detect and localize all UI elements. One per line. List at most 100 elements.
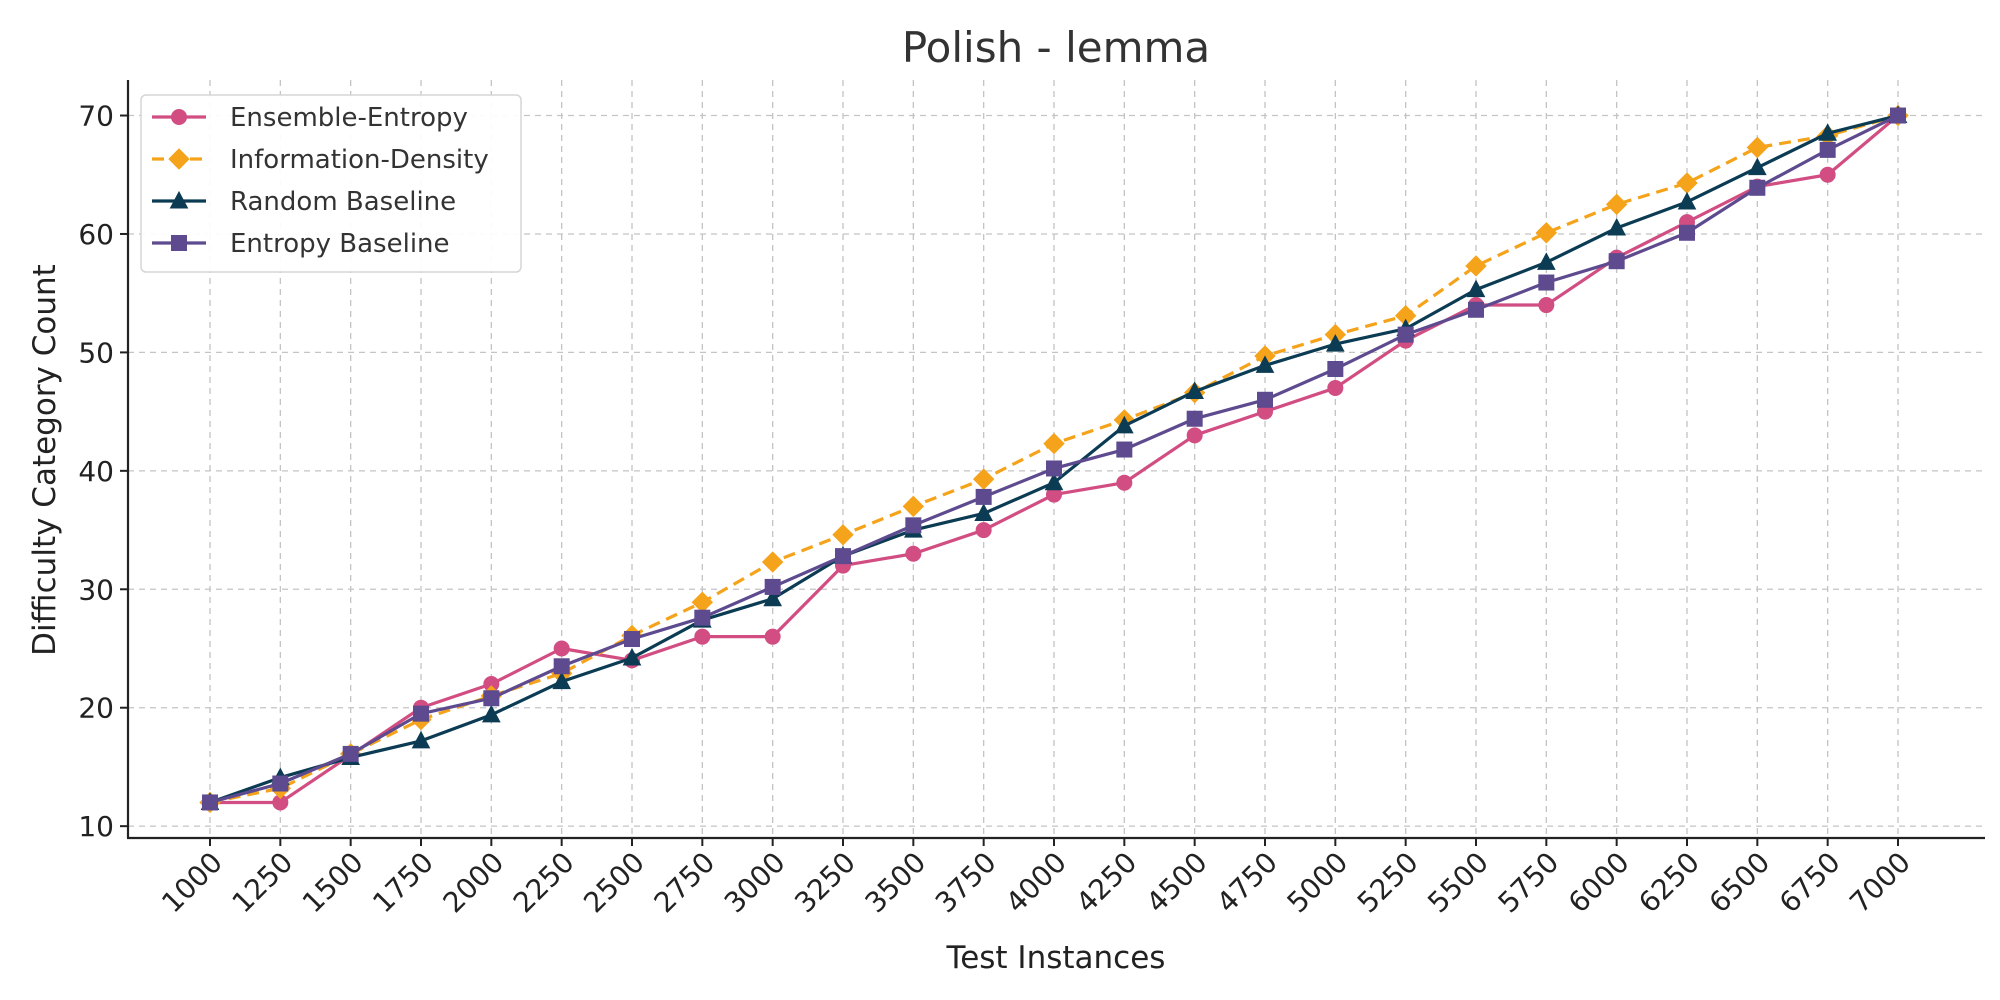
data-point	[694, 609, 711, 626]
y-tick-label: 60	[78, 218, 114, 251]
data-point	[624, 631, 640, 648]
legend-marker	[171, 235, 187, 251]
data-point	[413, 705, 429, 722]
y-tick-label: 70	[78, 100, 114, 133]
x-tick-label: 5000	[1281, 846, 1355, 920]
x-axis-label: Test Instances	[946, 940, 1166, 976]
x-tick-label: 3000	[718, 846, 792, 920]
data-point	[552, 671, 571, 690]
data-point	[1116, 474, 1133, 491]
data-point	[1116, 441, 1133, 458]
x-tick-label: 5500	[1421, 846, 1495, 920]
data-point	[1046, 460, 1062, 477]
legend-item: Information-Density	[152, 145, 489, 175]
data-point	[1327, 379, 1344, 396]
x-tick-label: 5250	[1351, 846, 1425, 920]
data-point	[1749, 179, 1766, 196]
legend-item: Random Baseline	[152, 187, 456, 217]
data-point	[482, 704, 501, 723]
x-tick-label: 4250	[1070, 846, 1144, 920]
x-tick-label: 4750	[1210, 846, 1284, 920]
data-point	[1818, 123, 1837, 141]
x-tick-label: 1250	[226, 846, 300, 920]
data-point	[1044, 472, 1064, 491]
x-tick-label: 4500	[1140, 846, 1214, 920]
x-tick-label: 5750	[1492, 846, 1566, 920]
data-point	[694, 628, 711, 645]
data-point	[1186, 427, 1203, 444]
y-tick-label: 20	[78, 692, 114, 725]
x-tick-label: 6500	[1703, 846, 1777, 920]
data-point	[1607, 217, 1626, 236]
legend-marker	[169, 190, 189, 209]
x-tick-label: 3500	[859, 846, 933, 920]
data-point	[832, 524, 854, 546]
data-point	[1185, 381, 1204, 399]
legend-marker	[168, 148, 190, 170]
data-point	[975, 488, 992, 505]
data-point	[1537, 252, 1556, 270]
x-tick-label: 1750	[366, 846, 440, 920]
data-point	[1043, 432, 1065, 455]
y-tick-label: 40	[78, 455, 114, 488]
data-point	[974, 503, 993, 521]
x-tick-label: 1500	[296, 846, 370, 920]
data-point	[691, 591, 714, 614]
data-point	[411, 730, 431, 749]
data-point	[1186, 410, 1203, 427]
x-tick-label: 2250	[507, 846, 581, 920]
data-point	[1676, 172, 1698, 194]
data-point	[975, 522, 992, 539]
legend-label: Information-Density	[230, 145, 489, 175]
data-point	[835, 548, 851, 565]
data-point	[1890, 107, 1906, 124]
data-point	[764, 578, 781, 595]
x-tick-label: 3250	[788, 846, 862, 920]
legend-label: Entropy Baseline	[230, 229, 450, 259]
data-point	[764, 628, 781, 645]
data-point	[1397, 326, 1414, 343]
data-point	[1115, 415, 1134, 434]
x-tick-label: 7000	[1843, 846, 1917, 920]
series-entropy-baseline	[202, 107, 1906, 811]
data-point	[342, 745, 359, 762]
x-tick-label: 4000	[999, 846, 1073, 920]
legend-label: Random Baseline	[230, 187, 456, 217]
x-tick-label: 2500	[577, 846, 651, 920]
data-point	[1677, 191, 1697, 210]
data-point	[202, 794, 218, 811]
data-point	[972, 468, 995, 490]
series	[199, 104, 1909, 814]
data-point	[1535, 222, 1558, 244]
data-point	[1326, 334, 1345, 352]
legend-box	[140, 94, 522, 273]
data-point	[553, 640, 570, 657]
data-point	[483, 690, 500, 707]
data-point	[905, 545, 922, 562]
data-point	[761, 551, 784, 573]
legend-item: Entropy Baseline	[152, 229, 450, 259]
data-point	[1746, 136, 1769, 159]
y-tick-label: 30	[78, 573, 114, 606]
data-point	[1466, 279, 1486, 298]
data-point	[1538, 297, 1555, 314]
x-tick-label: 1000	[155, 846, 229, 920]
x-tick-label: 6000	[1562, 846, 1636, 920]
data-point	[1465, 255, 1487, 277]
data-point	[272, 775, 289, 792]
x-tick-label: 6250	[1632, 846, 1706, 920]
x-tick-label: 3750	[929, 846, 1003, 920]
y-tick-label: 10	[78, 810, 114, 843]
data-point	[1679, 224, 1695, 241]
data-point	[1538, 274, 1555, 291]
chart-title: Polish - lemma	[902, 23, 1210, 72]
legend: Ensemble-Entropy Information-Density Rando…	[140, 94, 522, 273]
data-point	[905, 517, 922, 534]
data-point	[1608, 253, 1625, 270]
data-point	[553, 658, 570, 675]
legend-marker	[171, 109, 187, 125]
grid	[128, 80, 1985, 838]
data-point	[1748, 157, 1767, 176]
y-axis-label: Difficulty Category Count	[27, 264, 63, 656]
